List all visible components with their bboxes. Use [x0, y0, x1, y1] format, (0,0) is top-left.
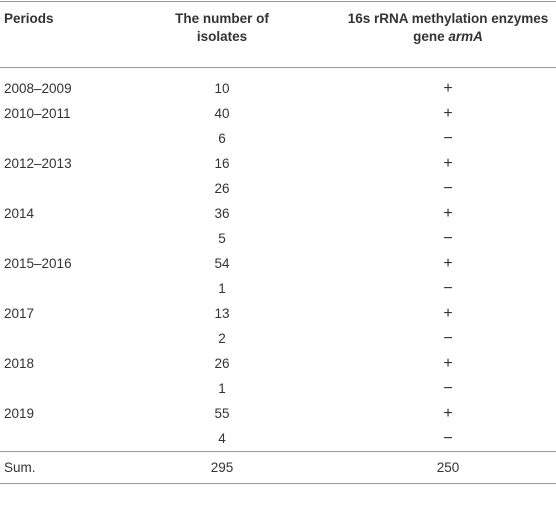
table-cell: 1	[218, 381, 226, 396]
table-cell: 2018	[4, 356, 35, 371]
table-cell: −	[443, 180, 453, 197]
header-cell: The number of isolates	[140, 2, 304, 68]
table-cell: +	[443, 105, 453, 122]
header-cell: 16s rRNA methylation enzymes gene armA	[304, 2, 556, 68]
table-cell: +	[443, 205, 453, 222]
table-row: 4−	[0, 426, 556, 452]
table-row: 2017 13 +	[0, 301, 556, 326]
table-cell: 2010–2011	[4, 106, 71, 121]
table-cell: 26	[214, 356, 230, 371]
table-row: 2010–2011 40 +	[0, 101, 556, 126]
table-cell: 13	[214, 306, 230, 321]
table-cell: +	[443, 355, 453, 372]
table-cell: 54	[214, 256, 230, 271]
table-body: 2008–2009 10 +2010–2011 40 +6−2012–2013 16 +26…	[0, 68, 556, 484]
table-cell: 250	[436, 460, 460, 475]
table-cell	[0, 226, 140, 251]
table-cell: 6	[218, 131, 226, 146]
table-cell: 4	[218, 431, 226, 446]
table-row: 2014 36 +	[0, 201, 556, 226]
table-row: 26 −	[0, 176, 556, 201]
table-cell	[0, 426, 140, 452]
header-text: The number of isolates	[175, 11, 269, 44]
table-cell: 2012–2013	[4, 156, 72, 171]
header-row: Periods The number of isolates 16s rRNA …	[0, 1, 556, 68]
table-header: Periods The number of isolates 16s rRNA …	[0, 1, 556, 68]
table-row: 5−	[0, 226, 556, 251]
table-row: 6−	[0, 126, 556, 151]
table-cell: 36	[214, 206, 230, 221]
table-row: 2008–2009 10 +	[0, 68, 556, 102]
table-cell: 2017	[4, 306, 35, 321]
table-cell: 26	[214, 181, 230, 196]
table-cell: −	[443, 330, 453, 347]
table-cell: −	[443, 130, 453, 147]
table-row: 2019 55 +	[0, 401, 556, 426]
table-cell: +	[443, 305, 453, 322]
table-cell	[0, 126, 140, 151]
table-cell: Sum.	[4, 460, 36, 475]
table-cell: 295	[210, 460, 234, 475]
table-cell: 55	[214, 406, 230, 421]
table-cell: −	[443, 230, 453, 247]
table-row: 2018 26 +	[0, 351, 556, 376]
table-cell: 16	[214, 156, 230, 171]
header-text: 16s rRNA methylation enzymes gene	[347, 11, 549, 44]
table-cell: 5	[218, 231, 226, 246]
table-row: 2−	[0, 326, 556, 351]
table-cell: 2008–2009	[4, 81, 72, 96]
table-cell: +	[443, 255, 453, 272]
table-cell: 40	[214, 106, 230, 121]
table-cell	[0, 176, 140, 201]
table-cell	[0, 326, 140, 351]
table-cell: −	[443, 430, 453, 447]
table-cell: +	[443, 80, 453, 97]
table-cell: 2	[218, 331, 226, 346]
table-cell: 10	[214, 81, 230, 96]
data-table: Periods The number of isolates 16s rRNA …	[0, 1, 556, 484]
table-cell: 1	[218, 281, 226, 296]
table-cell	[0, 376, 140, 401]
gene-name: armA	[448, 29, 483, 44]
table-row: 1−	[0, 276, 556, 301]
table-cell: 2014	[4, 206, 35, 221]
table-cell	[0, 276, 140, 301]
header-cell: Periods	[4, 11, 54, 26]
sum-row: Sum. 295 250	[0, 451, 556, 484]
table-cell: −	[443, 280, 453, 297]
table-row: 2012–2013 16 +	[0, 151, 556, 176]
table-cell: +	[443, 405, 453, 422]
table-row: 2015–2016 54 +	[0, 251, 556, 276]
table-row: 1−	[0, 376, 556, 401]
table-cell: +	[443, 155, 453, 172]
table-cell: −	[443, 380, 453, 397]
table-cell: 2019	[4, 406, 35, 421]
table-cell: 2015–2016	[4, 256, 72, 271]
